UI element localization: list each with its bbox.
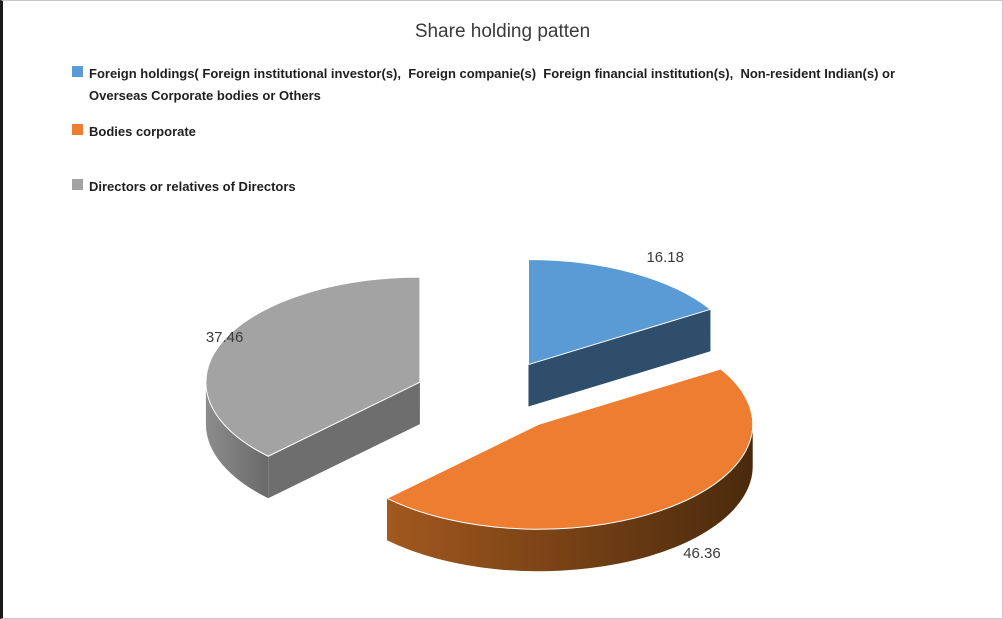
legend-swatch-blue	[72, 66, 83, 77]
legend-label: Directors or relatives of Directors	[89, 179, 296, 194]
pie-chart-3d[interactable]: 16.18 46.36 37.46	[3, 1, 1003, 619]
legend-swatch-orange	[72, 124, 83, 135]
legend-label: Bodies corporate	[89, 124, 196, 139]
legend-label: Foreign holdings( Foreign institutional …	[89, 66, 899, 104]
legend-item-foreign-holdings[interactable]: Foreign holdings( Foreign institutional …	[72, 63, 957, 108]
pie-data-label: 37.46	[206, 329, 244, 346]
pie-slice-rim[interactable]	[205, 382, 269, 499]
pie-slice-rim[interactable]	[387, 424, 753, 572]
pie-slice[interactable]	[386, 368, 754, 530]
pie-slice[interactable]	[205, 276, 421, 457]
legend-swatch-gray	[72, 179, 83, 190]
legend-item-bodies-corporate[interactable]: Bodies corporate	[72, 121, 196, 143]
pie-slice-side-wall[interactable]	[268, 382, 420, 499]
chart-title: Share holding patten	[414, 21, 591, 42]
pie-data-label: 16.18	[646, 249, 684, 266]
pie-slice[interactable]	[527, 259, 711, 366]
pie-slice-side-wall[interactable]	[528, 309, 711, 407]
legend-item-directors[interactable]: Directors or relatives of Directors	[72, 176, 296, 198]
pie-data-label: 46.36	[683, 545, 721, 562]
